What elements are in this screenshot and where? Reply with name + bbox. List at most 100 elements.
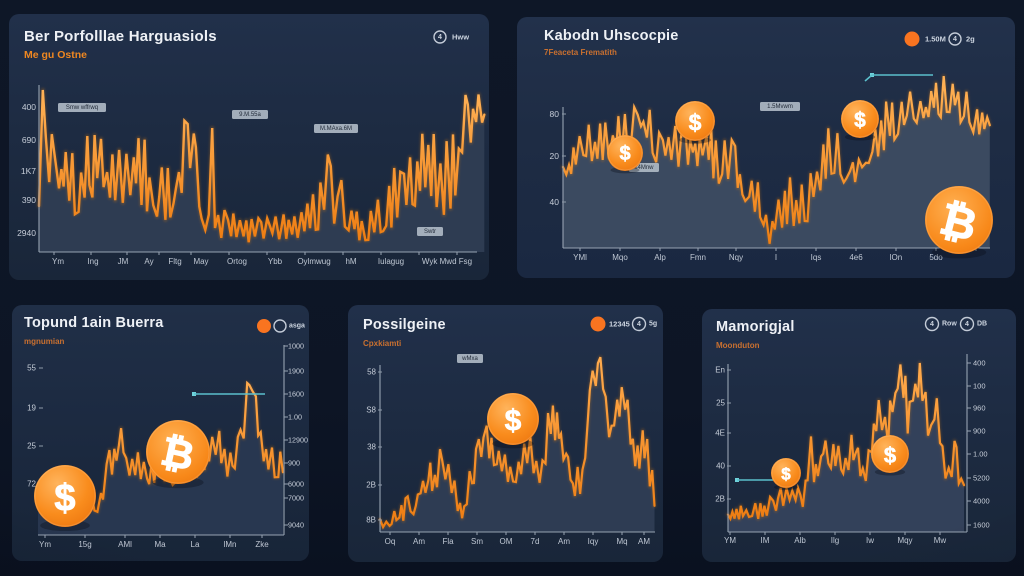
svg-text:$: $ bbox=[781, 465, 791, 484]
svg-text:I: I bbox=[775, 253, 777, 262]
svg-text:Ay: Ay bbox=[144, 257, 153, 266]
svg-text:19: 19 bbox=[27, 404, 36, 413]
svg-text:Iw: Iw bbox=[866, 536, 874, 545]
svg-text:900: 900 bbox=[288, 459, 300, 468]
svg-text:5200: 5200 bbox=[973, 474, 990, 483]
svg-text:Smw wffrwq: Smw wffrwq bbox=[66, 105, 98, 111]
svg-text:hM: hM bbox=[345, 257, 356, 266]
svg-text:Alb: Alb bbox=[794, 536, 806, 545]
svg-text:Am: Am bbox=[558, 537, 570, 546]
svg-text:M.MAxa.6M: M.MAxa.6M bbox=[320, 126, 352, 132]
svg-text:Alp: Alp bbox=[654, 253, 666, 262]
svg-text:1600: 1600 bbox=[973, 521, 990, 530]
svg-text:7d: 7d bbox=[531, 537, 540, 546]
svg-text:5do: 5do bbox=[929, 253, 943, 262]
svg-text:$: $ bbox=[884, 443, 896, 468]
svg-text:Swtr: Swtr bbox=[424, 229, 436, 235]
svg-text:1K7: 1K7 bbox=[21, 166, 36, 176]
svg-text:25: 25 bbox=[27, 442, 36, 451]
svg-text:4: 4 bbox=[438, 34, 442, 41]
svg-text:960: 960 bbox=[973, 404, 986, 413]
svg-text:900: 900 bbox=[973, 427, 986, 436]
svg-text:8B: 8B bbox=[366, 516, 376, 525]
svg-text:4000: 4000 bbox=[973, 497, 990, 506]
svg-text:9040: 9040 bbox=[288, 521, 304, 530]
svg-text:$: $ bbox=[854, 109, 866, 132]
svg-text:IM: IM bbox=[761, 536, 770, 545]
svg-text:1900: 1900 bbox=[288, 367, 304, 376]
svg-text:4: 4 bbox=[965, 321, 969, 328]
svg-text:Oylmwug: Oylmwug bbox=[297, 257, 330, 266]
svg-text:Sm: Sm bbox=[471, 537, 483, 546]
svg-text:15g: 15g bbox=[78, 540, 91, 549]
svg-text:6000: 6000 bbox=[288, 480, 304, 489]
svg-text:Wyk Mwd Fsg: Wyk Mwd Fsg bbox=[422, 257, 472, 266]
svg-text:Ma: Ma bbox=[154, 540, 166, 549]
svg-text:Fmn: Fmn bbox=[690, 253, 706, 262]
svg-text:Mw: Mw bbox=[934, 536, 947, 545]
svg-text:JM: JM bbox=[118, 257, 129, 266]
svg-text:12900: 12900 bbox=[288, 436, 308, 445]
svg-text:Mqy: Mqy bbox=[897, 536, 912, 545]
svg-text:25: 25 bbox=[716, 399, 725, 408]
svg-text:12345: 12345 bbox=[609, 320, 630, 329]
svg-text:x4Mnw: x4Mnw bbox=[634, 165, 654, 171]
svg-text:80: 80 bbox=[550, 109, 560, 119]
svg-text:₿: ₿ bbox=[157, 429, 198, 479]
svg-text:4: 4 bbox=[930, 321, 934, 328]
svg-text:$: $ bbox=[619, 143, 630, 165]
svg-text:asga: asga bbox=[289, 323, 305, 330]
svg-text:Nqy: Nqy bbox=[729, 253, 743, 262]
svg-text:72: 72 bbox=[27, 480, 36, 489]
svg-text:4: 4 bbox=[637, 321, 641, 328]
svg-text:1.00: 1.00 bbox=[288, 413, 302, 422]
svg-text:5g: 5g bbox=[649, 321, 657, 328]
svg-text:Iqy: Iqy bbox=[588, 537, 599, 546]
svg-text:2940: 2940 bbox=[17, 228, 36, 238]
svg-text:1.00: 1.00 bbox=[973, 450, 988, 459]
svg-text:En: En bbox=[715, 366, 725, 375]
svg-text:Ym: Ym bbox=[39, 540, 51, 549]
svg-text:Fltg: Fltg bbox=[168, 257, 181, 266]
svg-text:1600: 1600 bbox=[288, 390, 304, 399]
svg-text:100: 100 bbox=[973, 382, 986, 391]
svg-text:Iqs: Iqs bbox=[811, 253, 822, 262]
svg-text:Ybb: Ybb bbox=[268, 257, 283, 266]
svg-text:4: 4 bbox=[953, 36, 957, 43]
svg-text:400: 400 bbox=[973, 359, 986, 368]
svg-text:AM: AM bbox=[638, 537, 650, 546]
svg-text:Ym: Ym bbox=[52, 257, 64, 266]
svg-text:1000: 1000 bbox=[288, 342, 304, 351]
svg-text:2B: 2B bbox=[715, 495, 725, 504]
svg-text:40: 40 bbox=[550, 197, 560, 207]
svg-text:S8: S8 bbox=[366, 406, 376, 415]
svg-text:Hww: Hww bbox=[452, 33, 469, 42]
svg-text:1.5Mvwm: 1.5Mvwm bbox=[767, 104, 793, 110]
svg-text:lMn: lMn bbox=[224, 540, 237, 549]
svg-text:40: 40 bbox=[716, 462, 725, 471]
svg-text:400: 400 bbox=[22, 102, 36, 112]
svg-text:7000: 7000 bbox=[288, 494, 304, 503]
svg-text:2B: 2B bbox=[366, 481, 376, 490]
svg-text:$: $ bbox=[505, 404, 522, 437]
svg-text:Zke: Zke bbox=[255, 540, 269, 549]
svg-text:Ilg: Ilg bbox=[831, 536, 839, 545]
svg-text:OM: OM bbox=[500, 537, 513, 546]
svg-text:Row: Row bbox=[942, 321, 957, 328]
svg-text:$: $ bbox=[689, 109, 702, 135]
svg-text:YM: YM bbox=[724, 536, 736, 545]
svg-text:May: May bbox=[193, 257, 208, 266]
svg-text:20: 20 bbox=[550, 151, 560, 161]
svg-text:4e6: 4e6 bbox=[849, 253, 863, 262]
svg-text:Ing: Ing bbox=[87, 257, 98, 266]
svg-text:lOn: lOn bbox=[890, 253, 902, 262]
svg-text:Am: Am bbox=[413, 537, 425, 546]
svg-text:Mqo: Mqo bbox=[612, 253, 628, 262]
svg-text:Fla: Fla bbox=[442, 537, 454, 546]
svg-text:wMxa: wMxa bbox=[461, 356, 478, 362]
svg-text:2g: 2g bbox=[966, 35, 975, 44]
svg-text:Iulagug: Iulagug bbox=[378, 257, 404, 266]
svg-text:1.50M: 1.50M bbox=[925, 35, 946, 44]
svg-text:58: 58 bbox=[367, 368, 376, 377]
svg-text:690: 690 bbox=[22, 135, 36, 145]
